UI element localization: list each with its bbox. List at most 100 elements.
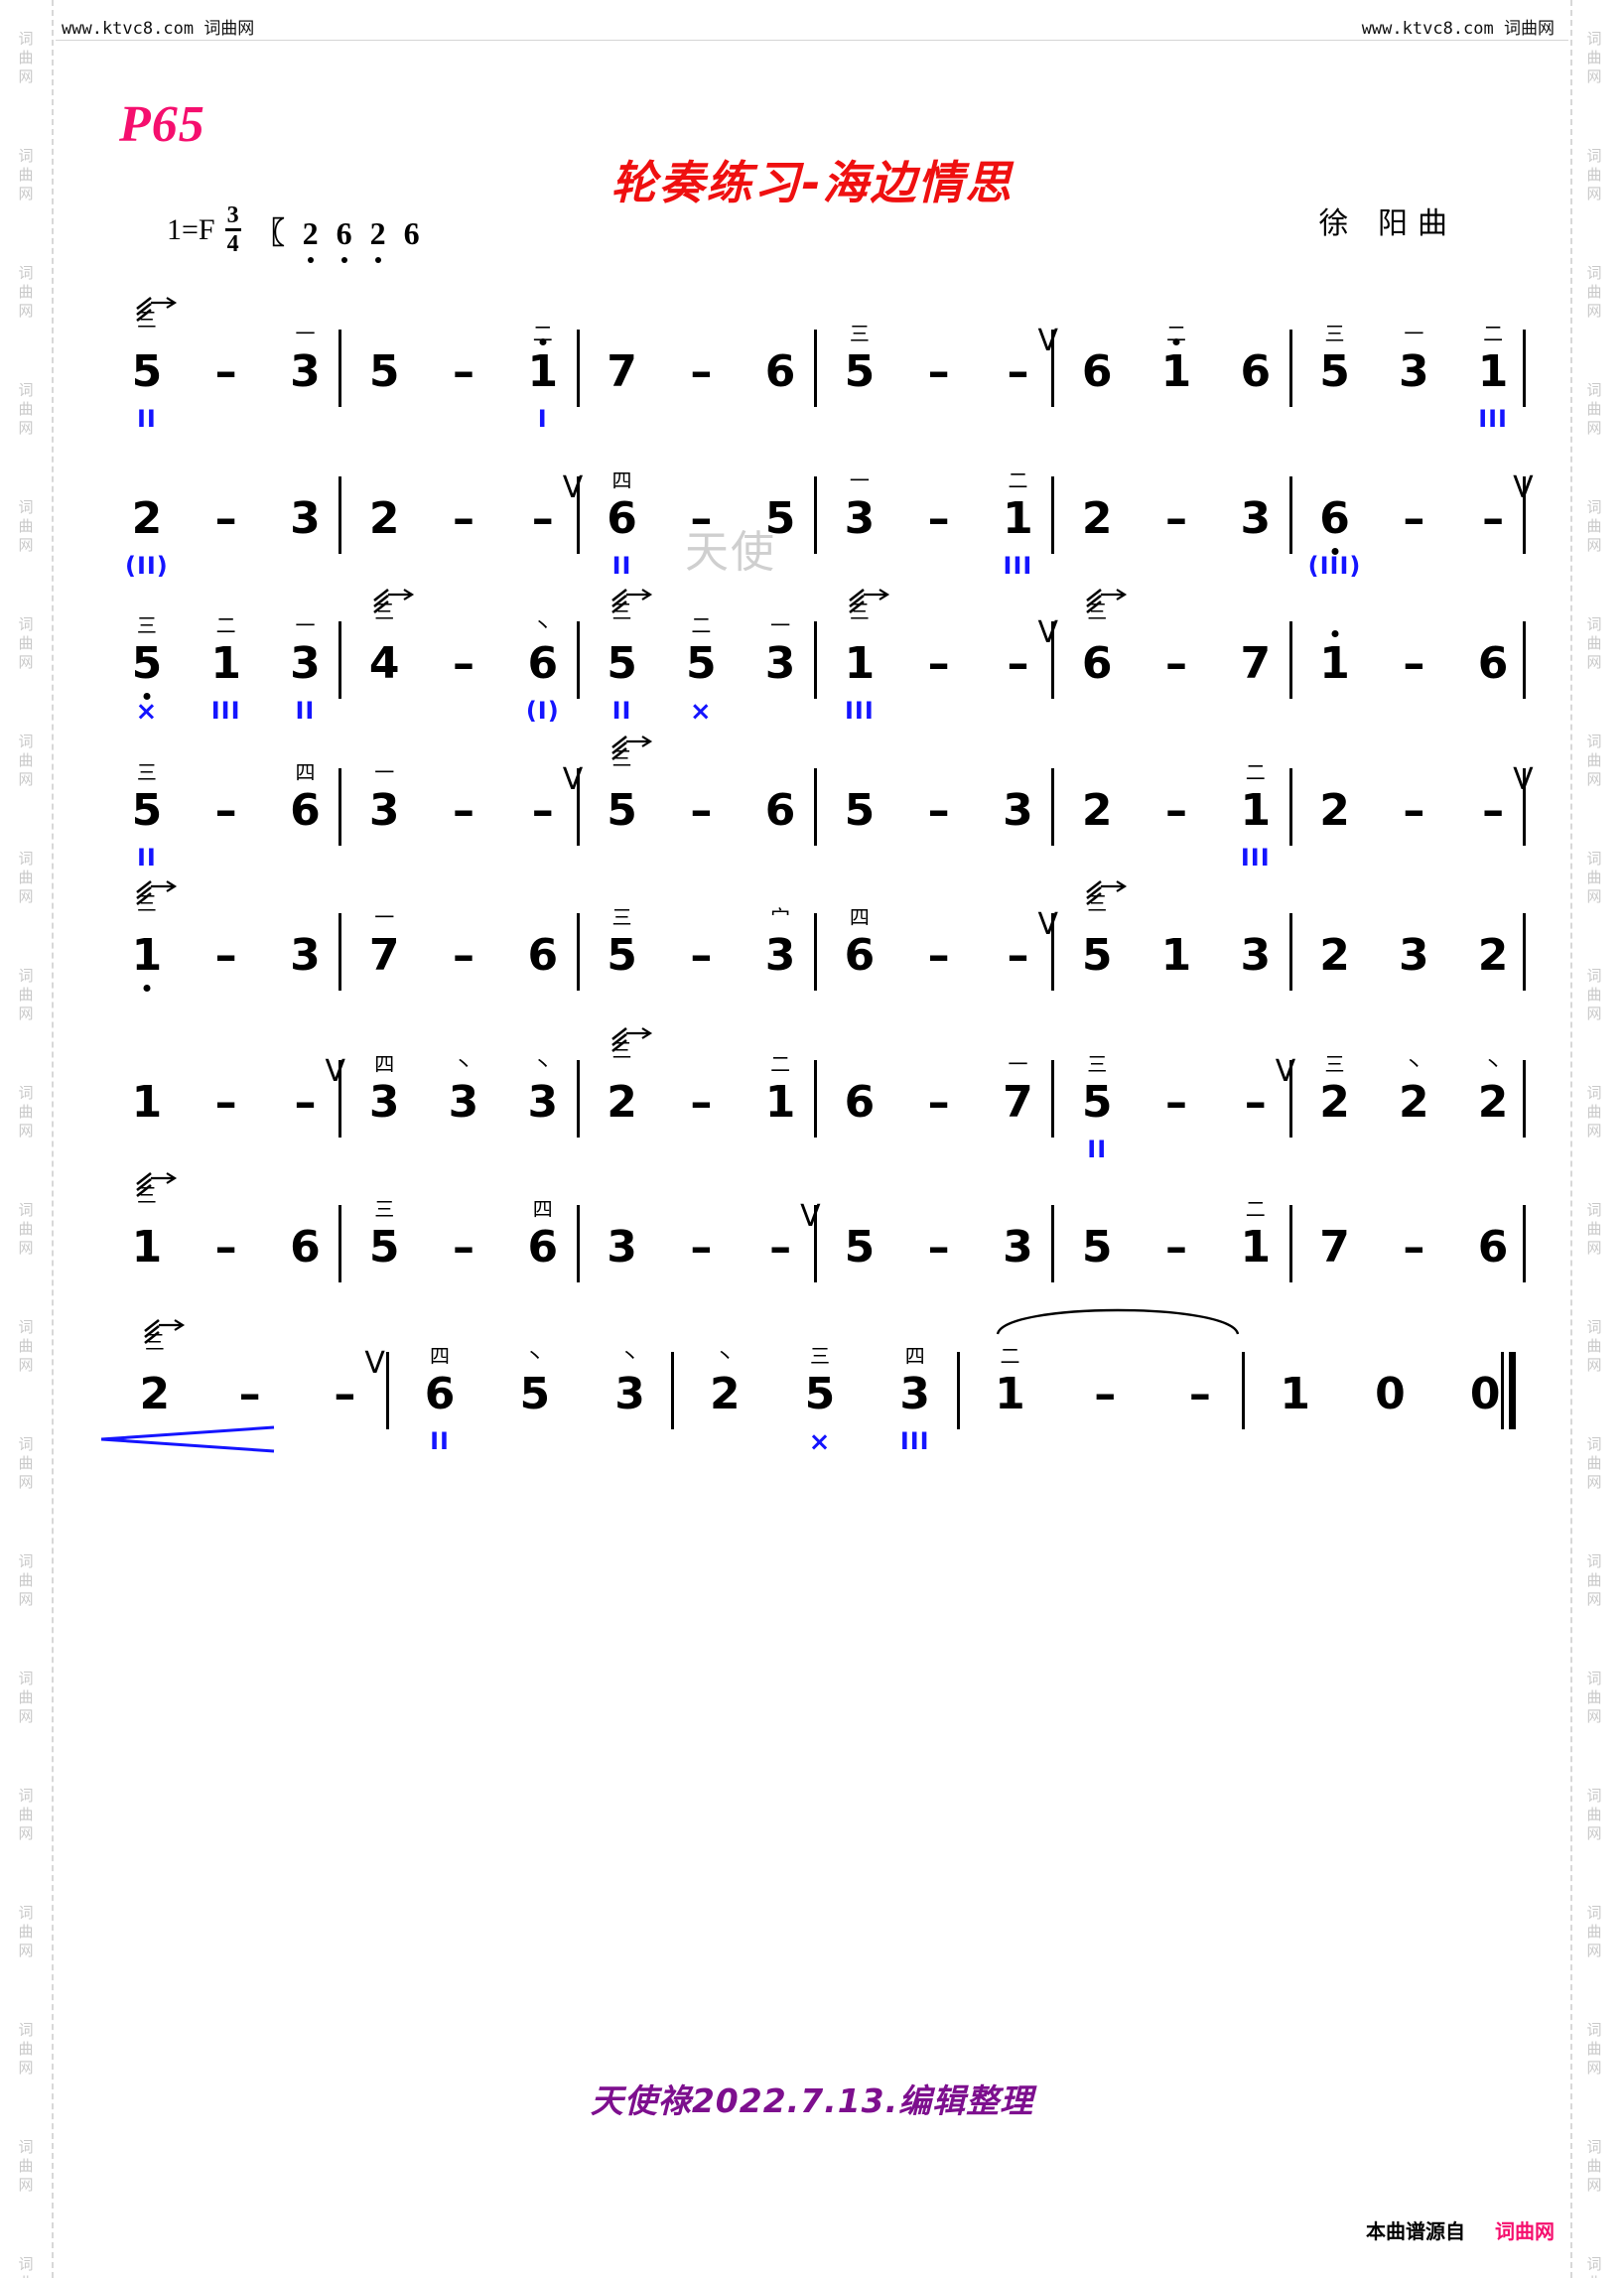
watermark-text: 词 曲 网 [18, 615, 34, 671]
finger-number: 二 [1165, 322, 1186, 345]
barline [576, 330, 580, 407]
watermark-text: 词 曲 网 [1586, 264, 1602, 320]
finger-number: 一 [295, 613, 316, 637]
note: 3 [527, 1077, 559, 1128]
note: 0 [1375, 1369, 1406, 1419]
note: 6 [290, 785, 321, 836]
site-tag-right: www.ktvc8.com 词曲网 [1362, 14, 1555, 39]
note: 5 [804, 1369, 836, 1419]
note-sustain-dash: – [1007, 930, 1029, 981]
watermark-text: 词 曲 网 [1586, 147, 1602, 202]
rail-divider-right [1570, 0, 1572, 2278]
tremolo-roll-icon [143, 1318, 189, 1358]
note-sustain-dash: – [238, 1369, 261, 1419]
position-marker: (I) [525, 697, 560, 725]
note-sustain-dash: – [690, 493, 713, 544]
watermark-text: 词 曲 网 [18, 1318, 34, 1374]
measure: 5 三 II – 3 一 [99, 296, 337, 447]
note-sustain-dash: – [1244, 1077, 1267, 1128]
watermark-text: 词 曲 网 [1586, 1904, 1602, 1959]
site-name-left: 词曲网 [203, 19, 255, 39]
barline [1051, 913, 1055, 991]
measure: 1 0 0 [1240, 1320, 1525, 1469]
barline [576, 768, 580, 846]
note-sustain-dash: – [1007, 346, 1029, 397]
finger-number: 三 [1324, 322, 1345, 345]
measure: 5 三 × 1 二 III 3 一 II [99, 590, 337, 738]
barline [1288, 913, 1292, 991]
composer-credit: 徐 阳曲 [1318, 206, 1457, 241]
tuning-note: 2 [369, 214, 386, 251]
note: 2 [1081, 493, 1113, 544]
watermark-text: 词 曲 网 [18, 2138, 34, 2194]
note-sustain-dash: – [1094, 1369, 1117, 1419]
finger-number: 一 [295, 322, 316, 345]
staff-line: 5 三 × 1 二 III 3 一 II 4 三 –6 丶 (I) 5 三 II 5 二 × 3 一 1 三 III – – V 6 三 –… [99, 588, 1526, 738]
finger-number: 丶 [453, 1052, 474, 1076]
measure: 1 三 – 6 [99, 1171, 337, 1322]
watermark-text: 词 曲 网 [18, 733, 34, 788]
note-sustain-dash: – [927, 930, 950, 981]
barline [1288, 476, 1292, 554]
position-marker: II [136, 844, 157, 871]
barline [814, 913, 817, 991]
watermark-text: 词 曲 网 [1586, 2138, 1602, 2194]
finger-number: 四 [904, 1344, 925, 1368]
octave-dot-low [1331, 548, 1339, 555]
note-sustain-dash: – [1403, 785, 1425, 836]
finger-number: 三 [136, 613, 157, 637]
finger-number: 二 [1245, 1197, 1266, 1221]
note: 6 [764, 346, 796, 397]
finger-number: 丶 [1483, 1052, 1504, 1076]
finger-number: 一 [374, 760, 395, 784]
note-sustain-dash: – [1164, 1077, 1187, 1128]
finger-number: 宀 [770, 905, 791, 929]
measure: 2 三 –1 二 [575, 1026, 812, 1177]
watermark-text: 词 曲 网 [1586, 30, 1602, 85]
note: 6 [1318, 496, 1352, 555]
note-sustain-dash: – [452, 346, 474, 397]
measure: 7 – 6 [1287, 1173, 1525, 1322]
watermark-text: 词 曲 网 [18, 850, 34, 905]
finger-number: 四 [430, 1344, 451, 1368]
page-number: P65 [119, 96, 205, 153]
measure: 1 三 III – – V [812, 588, 1058, 738]
note: 5 [368, 346, 400, 397]
note: 6 [527, 638, 559, 689]
barline [1051, 1060, 1055, 1138]
finger-number: 丶 [1404, 1052, 1424, 1076]
note: 2 [607, 1077, 637, 1128]
barline [814, 1205, 817, 1282]
finger-number: 四 [611, 469, 632, 492]
note: 1 [1280, 1369, 1310, 1419]
barline [814, 330, 817, 407]
barline [1288, 330, 1292, 407]
staff-line: 1– – V 3 四 3 丶 3 丶 2 三 –1 二 6–7 一 5 三 II – – V 2 三 2 丶 2 丶 [99, 1026, 1526, 1177]
octave-dot-low [143, 985, 151, 992]
finger-number: 二 [1008, 469, 1028, 492]
tremolo-roll-icon [1085, 879, 1131, 919]
note-sustain-dash: – [294, 1077, 317, 1128]
barline [576, 621, 580, 699]
barline [338, 913, 342, 991]
measure: 7 一 – 6 [337, 881, 574, 1030]
note-sustain-dash: – [690, 1077, 713, 1128]
note: 1 [131, 1077, 163, 1128]
tremolo-roll-icon [135, 296, 181, 335]
measure: 1– – V [99, 1028, 345, 1177]
tremolo-roll-icon [848, 588, 893, 627]
note-sustain-dash: – [1164, 785, 1187, 836]
finger-number: 丶 [524, 1344, 545, 1368]
tuning-note: 2 [302, 214, 319, 251]
note: 2 [139, 1369, 171, 1419]
finger-number: 三 [374, 600, 395, 623]
finger-number: 三 [809, 1344, 830, 1368]
barline [338, 476, 342, 554]
finger-number: 三 [849, 600, 870, 623]
note: 5 [130, 641, 164, 700]
note: 1 [210, 638, 241, 689]
note: 6 [844, 930, 876, 981]
